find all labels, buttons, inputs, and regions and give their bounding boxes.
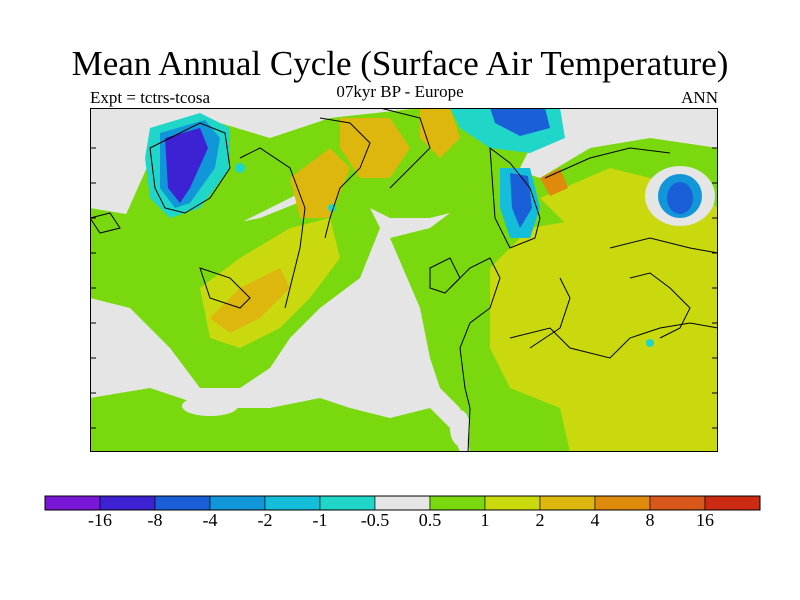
colorbar-swatch: [99, 495, 156, 511]
colorbar-tick-label: -0.5: [360, 510, 390, 530]
cold-field-scandinavia-core: [510, 173, 532, 228]
figure-title: Mean Annual Cycle (Surface Air Temperatu…: [71, 44, 729, 83]
colorbar-tick-label: 0.5: [418, 510, 442, 530]
neutral-patch-southwest: [182, 396, 238, 416]
colorbar-swatch: [264, 495, 321, 511]
map-frame: [90, 108, 718, 452]
warm-field-scandinavia-north: [340, 118, 410, 178]
cold-field-barents-core: [490, 108, 550, 136]
colorbar-tick-label: 16: [696, 510, 714, 530]
colorbar-tick-label: -4: [202, 510, 218, 530]
colorbar-swatch: [484, 495, 541, 511]
colorbar-swatch: [704, 495, 761, 511]
colorbar-swatch: [209, 495, 266, 511]
colorbar-tick-label: 8: [645, 510, 655, 530]
warm-field-small-orange: [540, 168, 568, 196]
colorbar-tick-label: -8: [147, 510, 163, 530]
colorbar-swatch: [154, 495, 211, 511]
warm-field-interior: [490, 218, 718, 452]
period-region-label: 07kyr BP - Europe: [336, 82, 464, 101]
colorbar-frame: [44, 495, 761, 511]
colorbar-tick-label: -1: [312, 510, 328, 530]
colorbar: [44, 495, 761, 511]
colorbar-swatch: [649, 495, 706, 511]
colorbar-tick-label: -16: [88, 510, 112, 530]
colorbar-swatch: [374, 495, 431, 511]
colorbar-tick-label: 2: [535, 510, 545, 530]
colorbar-swatch: [319, 495, 376, 511]
cold-spot-baltic: [235, 163, 245, 173]
cold-spot-caspian: [646, 339, 654, 347]
warm-field-arctic: [420, 108, 460, 158]
cold-field-east-core: [667, 182, 693, 214]
colorbar-swatch: [44, 495, 101, 511]
season-label: ANN: [681, 88, 718, 107]
colorbar-swatch: [594, 495, 651, 511]
cold-field-greenland-core: [165, 128, 208, 203]
colorbar-swatch: [539, 495, 596, 511]
colorbar-tick-label: 4: [590, 510, 600, 530]
colorbar-tick-label: -2: [257, 510, 273, 530]
temperature-anomaly-map: [90, 108, 718, 452]
coastlines: [90, 108, 718, 452]
neutral-patch-iberia: [450, 410, 470, 446]
warm-field-scandinavia: [290, 148, 350, 218]
colorbar-tick-label: 1: [480, 510, 490, 530]
colorbar-swatches: [44, 495, 761, 511]
colorbar-swatch: [429, 495, 486, 511]
experiment-label: Expt = tctrs-tcosa: [90, 88, 211, 107]
warm-field-atlantic-orange: [210, 268, 290, 333]
warm-field-southwest: [90, 388, 460, 452]
